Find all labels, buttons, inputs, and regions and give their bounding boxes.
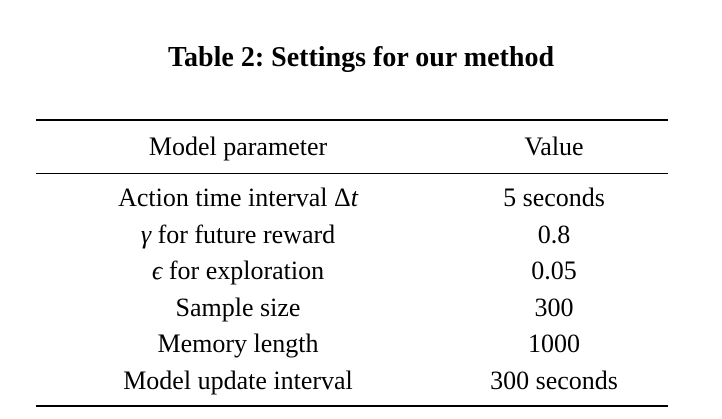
value-cell: 0.8 <box>537 219 571 249</box>
table-row: Sample size 300 <box>36 290 668 327</box>
table-bottom-rule <box>36 405 668 407</box>
param-cell: Sample size <box>36 293 440 323</box>
table-row: ϵ for exploration 0.05 <box>36 253 668 290</box>
param-text: Action time interval Δ <box>118 183 351 213</box>
param-symbol: ϵ <box>151 256 163 286</box>
param-text: Sample size <box>175 292 301 322</box>
param-cell: ϵ for exploration <box>36 256 440 286</box>
settings-table: Model parameter Value Action time interv… <box>36 119 668 407</box>
param-text: for exploration <box>162 256 325 286</box>
value-cell: 300 seconds <box>490 365 618 395</box>
value-cell: 1000 <box>528 329 580 359</box>
param-text: Memory length <box>157 329 319 359</box>
table-row: Memory length 1000 <box>36 326 668 363</box>
value-cell: 5 seconds <box>503 183 605 213</box>
table-caption: Table 2: Settings for our method <box>167 42 555 73</box>
table-row: Action time interval Δt 5 seconds <box>36 180 668 217</box>
header-value: Value <box>524 132 584 161</box>
table-row: γ for future reward 0.8 <box>36 217 668 254</box>
table-header-row: Model parameter Value <box>36 121 668 173</box>
value-cell: 0.05 <box>531 256 577 286</box>
param-math-suffix: t <box>350 183 358 213</box>
param-cell: γ for future reward <box>36 220 440 250</box>
table-header-rule <box>36 173 668 174</box>
value-cell: 300 <box>534 292 574 322</box>
param-cell: Memory length <box>36 329 440 359</box>
table-top-rule <box>36 119 668 121</box>
param-cell: Model update interval <box>36 366 440 396</box>
param-symbol: γ <box>140 219 152 249</box>
table-row: Model update interval 300 seconds <box>36 363 668 400</box>
table-body: Action time interval Δt 5 seconds γ for … <box>36 174 668 405</box>
header-model-parameter: Model parameter <box>148 132 328 161</box>
param-text: for future reward <box>151 219 336 249</box>
param-cell: Action time interval Δt <box>36 183 440 213</box>
param-text: Model update interval <box>123 365 353 395</box>
